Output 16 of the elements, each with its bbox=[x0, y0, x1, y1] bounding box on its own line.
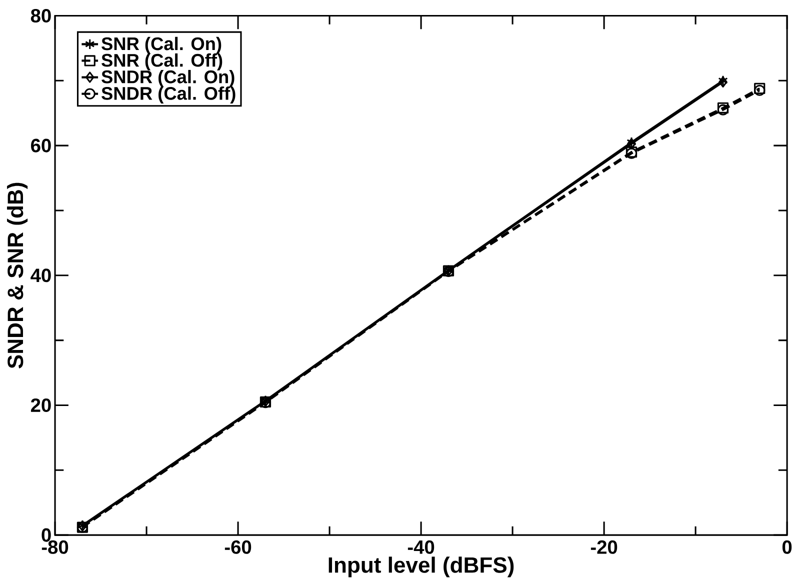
y-tick-label: 80 bbox=[30, 8, 51, 22]
y-axis-title: SNDR & SNR (dB) bbox=[7, 182, 28, 368]
y-tick-label: 40 bbox=[30, 268, 51, 282]
y-tick-label: 0 bbox=[42, 528, 51, 542]
y-tick-label: 60 bbox=[31, 138, 51, 152]
x-tick-label: -80 bbox=[42, 540, 68, 554]
legend-label: SNDR (Cal. On) bbox=[102, 70, 234, 87]
x-axis-title: Input level (dBFS) bbox=[328, 556, 514, 578]
x-tick-label: -20 bbox=[590, 540, 618, 554]
legend-label: SNR (Cal. Off) bbox=[102, 53, 222, 70]
legend-label: SNDR (Cal. Off) bbox=[102, 86, 236, 104]
y-tick-label: 20 bbox=[30, 398, 51, 412]
legend-label: SNR (Cal. On) bbox=[102, 36, 222, 54]
x-tick-label: -40 bbox=[408, 540, 434, 554]
x-tick-label: 0 bbox=[782, 540, 792, 554]
x-tick-label: -60 bbox=[224, 540, 252, 554]
